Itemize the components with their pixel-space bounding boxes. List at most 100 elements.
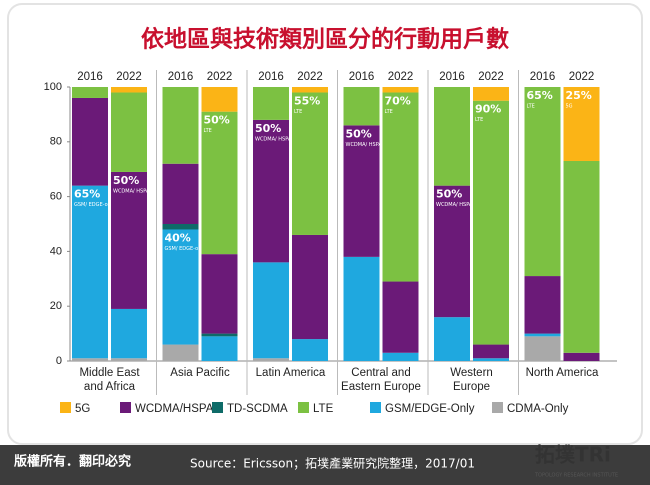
bar-segment <box>563 87 600 161</box>
y-tick-label: 40 <box>50 245 62 257</box>
bar-segment <box>201 336 238 361</box>
bar-segment <box>292 234 328 340</box>
bar-segment <box>162 87 199 164</box>
annotation: 65% <box>527 89 553 102</box>
bar-segment <box>162 229 199 345</box>
bar-segment <box>434 317 470 361</box>
legend-label: 5G <box>75 403 90 415</box>
annotation-detail: LTE <box>527 104 535 110</box>
legend-label: LTE <box>313 403 334 415</box>
bar-segment <box>524 276 561 334</box>
bar-segment <box>473 87 509 101</box>
bar-segment <box>473 100 509 345</box>
annotation-detail: LTE <box>475 117 483 123</box>
bar-segment <box>201 254 238 334</box>
bar-segment <box>111 92 147 172</box>
bar-segment <box>111 358 147 361</box>
bar-segment <box>253 358 289 361</box>
annotation: 50% <box>255 122 281 135</box>
bar-segment <box>72 87 108 98</box>
source: Source：Ericsson；拓墣產業研究院整理，2017/01 <box>190 456 475 471</box>
annotation: 50% <box>436 188 462 201</box>
annotation: 65% <box>74 188 100 201</box>
legend-label: TD-SCDMA <box>227 403 288 415</box>
group-label: 2016 <box>258 71 284 83</box>
group-label: 2016 <box>349 71 375 83</box>
bar-segment <box>524 87 561 277</box>
group-label: 2016 <box>530 71 556 83</box>
annotation: 50% <box>204 114 230 127</box>
bar-segment <box>292 92 328 235</box>
legend-swatch <box>298 402 309 413</box>
group-label: 2022 <box>207 71 233 83</box>
y-tick-label: 60 <box>50 191 62 203</box>
logo-sub: TOPOLOGY RESEARCH INSTITUTE <box>534 473 618 479</box>
annotation-detail: WCDMA/ HSPA <box>346 142 383 148</box>
annotation-detail: LTE <box>385 109 393 115</box>
bar-segment <box>434 87 470 186</box>
annotation: 50% <box>113 174 139 187</box>
annotation-detail: GSM/ EDGE-only <box>165 246 206 252</box>
bar-segment <box>111 171 147 309</box>
bar-segment <box>72 358 108 361</box>
frame <box>7 3 643 445</box>
y-tick-label: 80 <box>50 136 62 148</box>
bar-segment <box>72 185 108 359</box>
annotation-detail: LTE <box>204 128 212 134</box>
legend-swatch <box>60 402 71 413</box>
annotation-detail: WCDMA/ HSPA <box>255 136 292 142</box>
group-label: 2022 <box>297 71 323 83</box>
x-tick-label: Middle East and Africa <box>79 367 140 393</box>
annotation: 25% <box>566 89 592 102</box>
annotation-detail: GSM/ EDGE-only <box>74 202 115 208</box>
bar-segment <box>162 224 199 230</box>
group-label: 2016 <box>168 71 194 83</box>
bar-segment <box>162 344 199 361</box>
legend-swatch <box>492 402 503 413</box>
copyright: 版權所有．翻印必究 <box>14 454 131 470</box>
y-tick-label: 0 <box>56 355 62 367</box>
annotation-detail: WCDMA/ HSPA <box>436 202 473 208</box>
y-tick-label: 100 <box>44 81 62 93</box>
group-label: 2022 <box>478 71 504 83</box>
bar-segment <box>111 308 147 359</box>
bar-segment <box>382 281 419 353</box>
bar-segment <box>253 262 289 359</box>
bar-segment <box>253 119 289 263</box>
x-tick-label: North America <box>525 367 599 379</box>
group-label: 2016 <box>77 71 103 83</box>
bar-segment <box>292 87 328 93</box>
x-tick-label: Asia Pacific <box>170 367 230 379</box>
bar-segment <box>563 160 600 353</box>
footer-band <box>0 445 650 485</box>
legend-swatch <box>120 402 131 413</box>
annotation: 70% <box>385 94 411 107</box>
bar-segment <box>292 339 328 361</box>
legend-label: WCDMA/HSPA <box>135 403 214 415</box>
bar-segment <box>563 352 600 361</box>
x-tick-label: Central and Eastern Europe <box>341 367 421 393</box>
annotation: 50% <box>346 127 372 140</box>
bar-segment <box>253 87 289 120</box>
bar-segment <box>162 163 199 224</box>
chart-title: 依地區與技術類別區分的行動用戶數 <box>141 26 509 53</box>
legend-label: GSM/EDGE-Only <box>385 403 475 415</box>
group-label: 2022 <box>388 71 414 83</box>
legend-label: CDMA-Only <box>507 403 569 415</box>
bar-segment <box>473 358 509 361</box>
legend-swatch <box>370 402 381 413</box>
bar-segment <box>382 87 419 93</box>
bar-segment <box>343 256 380 361</box>
annotation: 90% <box>475 103 501 116</box>
group-label: 2016 <box>439 71 465 83</box>
bar-segment <box>343 125 380 257</box>
annotation-detail: 5G <box>566 104 573 110</box>
bar-segment <box>382 92 419 282</box>
x-tick-label: Western Europe <box>450 367 493 393</box>
annotation-detail: WCDMA/ HSPA <box>113 188 150 194</box>
x-tick-label: Latin America <box>255 367 326 379</box>
annotation: 40% <box>165 231 191 244</box>
bar-segment <box>343 87 380 126</box>
